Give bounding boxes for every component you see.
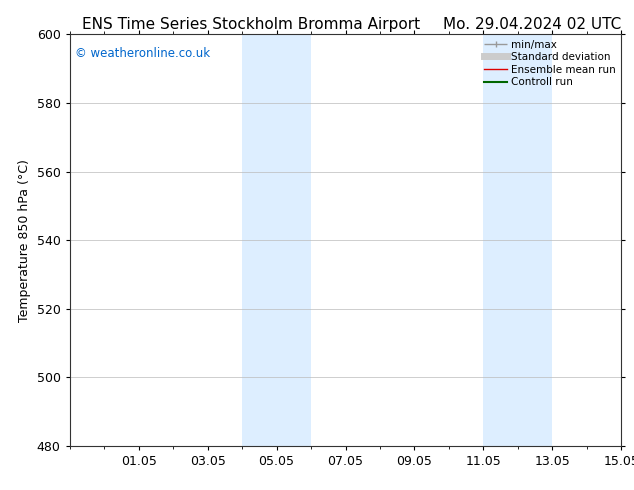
Legend: min/max, Standard deviation, Ensemble mean run, Controll run: min/max, Standard deviation, Ensemble me… xyxy=(482,37,618,89)
Bar xyxy=(483,34,552,446)
Text: Mo. 29.04.2024 02 UTC: Mo. 29.04.2024 02 UTC xyxy=(443,17,621,32)
Text: © weatheronline.co.uk: © weatheronline.co.uk xyxy=(75,47,210,60)
Y-axis label: Temperature 850 hPa (°C): Temperature 850 hPa (°C) xyxy=(18,159,31,321)
Text: ENS Time Series Stockholm Bromma Airport: ENS Time Series Stockholm Bromma Airport xyxy=(82,17,420,32)
Bar xyxy=(242,34,311,446)
